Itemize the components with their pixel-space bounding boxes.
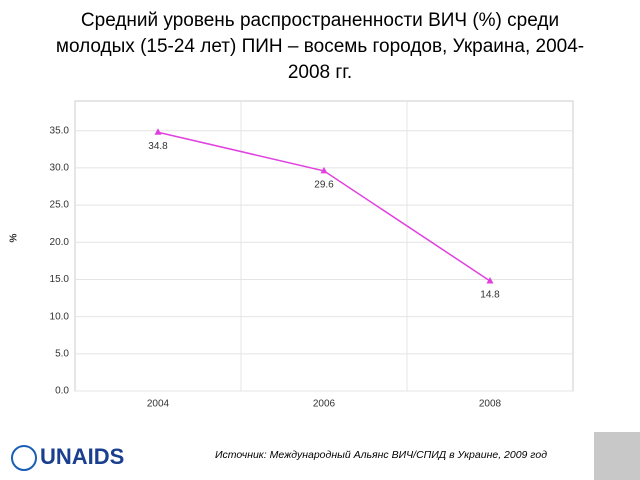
source-note: Источник: Международный Альянс ВИЧ/СПИД … [215,449,547,461]
y-tick-label: 0.0 [55,386,69,397]
marker [486,276,494,284]
y-tick-label: 20.0 [50,237,70,248]
logo-text: UNAIDS [40,444,124,469]
y-tick-label: 15.0 [50,274,70,285]
y-tick-label: 30.0 [50,163,70,174]
marker [154,128,162,135]
y-tick-label: 10.0 [50,311,70,322]
y-axis-label: % [9,233,20,242]
chart-title: Средний уровень распространенности ВИЧ (… [55,10,585,83]
x-tick-label: 2004 [147,399,170,410]
data-label: 29.6 [314,180,334,191]
x-tick-label: 2006 [313,399,336,410]
photo [594,432,640,480]
data-label: 34.8 [148,141,168,152]
data-label: 14.8 [480,290,500,301]
logo-emblem [11,445,37,471]
marker [320,166,328,174]
line [157,131,491,282]
y-tick-label: 25.0 [50,200,70,211]
x-tick-label: 2008 [479,399,502,410]
y-tick-label: 5.0 [55,348,69,359]
y-tick-label: 35.0 [50,125,70,136]
